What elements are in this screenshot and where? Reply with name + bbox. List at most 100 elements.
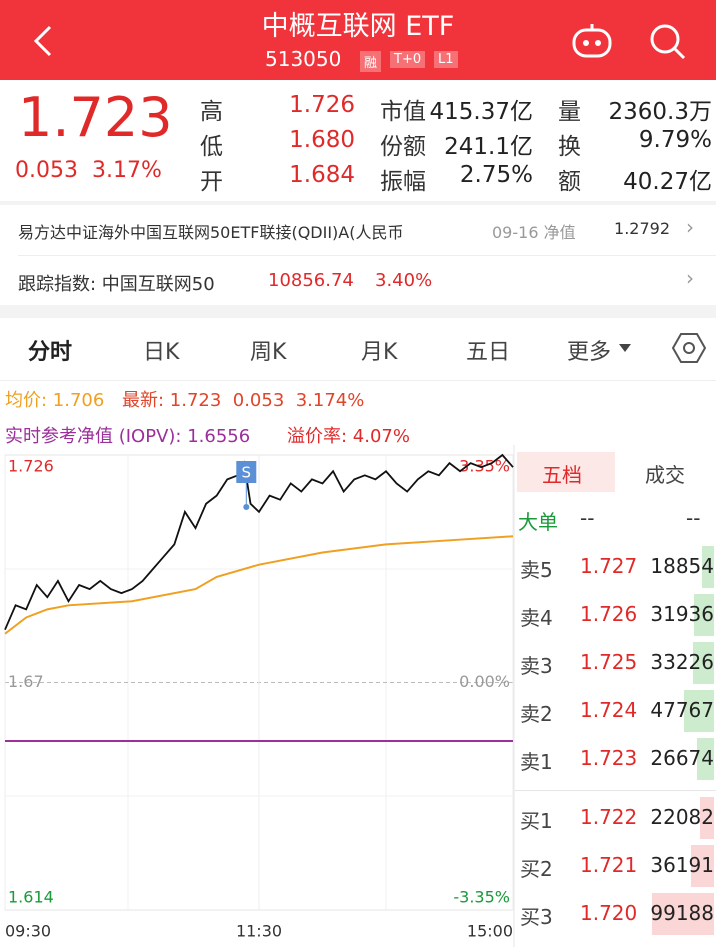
tab[interactable]: 五日: [466, 340, 511, 365]
stat-label: 低: [200, 134, 223, 160]
stat-value: 241.1亿: [444, 134, 533, 160]
big-order-value: --: [686, 506, 701, 530]
stat-label: 量: [558, 99, 581, 125]
book-label: 买2: [520, 857, 553, 881]
stat-value: 415.37亿: [429, 99, 533, 125]
marker-label: S: [242, 464, 252, 482]
book-price: 1.725: [580, 650, 638, 674]
volume-bar: [652, 893, 714, 935]
index-change: 3.40%: [375, 270, 433, 291]
series-line: [4, 453, 514, 631]
title: 中概互联网 ETF: [261, 11, 455, 42]
tab-selected-bg: [517, 452, 615, 492]
tab[interactable]: 月K: [361, 340, 398, 365]
book-volume: 22082: [650, 805, 714, 829]
book-price: 1.723: [580, 746, 638, 770]
book-volume: 31936: [650, 602, 714, 626]
divider: [0, 305, 716, 318]
stat-value: 1.684: [289, 162, 355, 188]
tab[interactable]: 分时: [28, 340, 73, 365]
stat-value: 2360.3万: [608, 99, 712, 125]
y-tick-label: 1.726: [8, 457, 54, 476]
chevron[interactable]: ›: [686, 266, 694, 290]
marker-box: [236, 461, 257, 483]
volume-bar: [700, 797, 714, 839]
header-bar: 中概互联网 ETF 513050 融 T+0 L1: [0, 0, 716, 80]
code: 513050: [265, 47, 342, 71]
book-label: 卖3: [520, 654, 553, 678]
badge: L1: [434, 51, 458, 68]
index-name[interactable]: 跟踪指数: 中国互联网50: [18, 274, 215, 295]
stat-label: 高: [200, 99, 223, 125]
volume-bar: [694, 594, 714, 636]
book-price: 1.727: [580, 554, 638, 578]
stat-label: 市值: [380, 99, 426, 125]
stat-label: 份额: [380, 134, 426, 160]
stat-label: 换: [558, 134, 581, 160]
book-volume: 26674: [650, 746, 714, 770]
book-price: 1.724: [580, 698, 638, 722]
divider: [0, 201, 716, 205]
nav: 1.2792: [614, 219, 670, 238]
book-label: 买3: [520, 905, 553, 929]
big-order-value: --: [580, 506, 595, 530]
volume-bar: [691, 845, 714, 887]
stat-label: 开: [200, 169, 223, 195]
badge: T+0: [390, 51, 426, 68]
search-icon[interactable]: [648, 22, 688, 62]
stat-value: 2.75%: [459, 162, 533, 188]
book-volume: 47767: [650, 698, 714, 722]
chevron[interactable]: ›: [686, 215, 694, 239]
badge: 融: [360, 51, 382, 72]
y2-tick-label: -3.35%: [453, 888, 510, 907]
premium-legend: 溢价率: 4.07%: [287, 426, 410, 447]
book-price: 1.720: [580, 901, 638, 925]
nav-label: 09-16 净值: [492, 223, 576, 242]
iopv-legend: 实时参考净值 (IOPV): 1.6556: [5, 426, 251, 447]
x-tick-label: 11:30: [236, 922, 282, 941]
big-order-label: 大单: [518, 510, 558, 534]
book-label: 卖2: [520, 702, 553, 726]
latest-legend: 最新: 1.723 0.053 3.174%: [122, 390, 365, 411]
y-tick-label: 1.614: [8, 888, 54, 907]
book-volume: 99188: [650, 901, 714, 925]
stat-label: 振幅: [380, 169, 426, 195]
book-label: 卖1: [520, 750, 553, 774]
book-volume: 33226: [650, 650, 714, 674]
y-tick-label: 1.67: [8, 672, 44, 691]
stat-value: 9.79%: [638, 127, 712, 153]
book-label: 买1: [520, 809, 553, 833]
book-tab: 成交: [645, 463, 685, 487]
tab[interactable]: 更多: [567, 340, 612, 365]
settings-icon[interactable]: [672, 332, 706, 364]
book-label: 卖4: [520, 606, 553, 630]
tab[interactable]: 周K: [250, 340, 287, 365]
book-divider: [515, 790, 716, 791]
book-volume: 36191: [650, 853, 714, 877]
divider: [18, 255, 716, 256]
change: 0.053: [15, 158, 78, 183]
dropdown-arrow: [619, 344, 631, 352]
x-tick-label: 15:00: [467, 922, 513, 941]
book-price: 1.721: [580, 853, 638, 877]
volume-bar: [702, 546, 714, 588]
index-value: 10856.74: [268, 270, 354, 291]
change-pct: 3.17%: [92, 158, 162, 183]
book-volume: 18854: [650, 554, 714, 578]
volume-bar: [697, 738, 714, 780]
back-button[interactable]: [28, 24, 58, 58]
assistant-icon[interactable]: [570, 22, 614, 60]
book-price: 1.722: [580, 805, 638, 829]
avg-legend: 均价: 1.706: [5, 390, 105, 411]
book-price: 1.726: [580, 602, 638, 626]
series-line: [4, 535, 514, 635]
volume-bar: [693, 642, 714, 684]
x-tick-label: 09:30: [5, 922, 51, 941]
y2-tick-label: 0.00%: [459, 672, 510, 691]
fund-name[interactable]: 易方达中证海外中国互联网50ETF联接(QDII)A(人民币: [18, 223, 404, 242]
tab[interactable]: 日K: [143, 340, 180, 365]
price: 1.723: [18, 86, 173, 149]
stat-value: 1.680: [289, 127, 355, 153]
